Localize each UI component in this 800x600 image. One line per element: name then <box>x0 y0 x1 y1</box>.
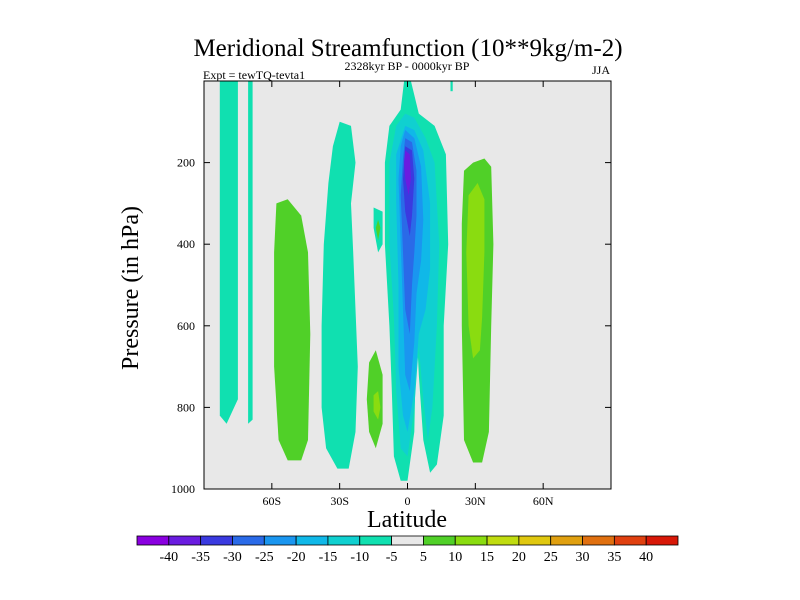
colorbar-swatch <box>550 535 583 546</box>
colorbar-label: -5 <box>386 550 398 565</box>
colorbar-label: -30 <box>223 550 242 565</box>
y-tick-label: 600 <box>177 319 195 333</box>
contour-region-0 <box>219 81 238 424</box>
axis-ticks: 60S 30S 0 30N 60N 200 400 600 800 1000 <box>171 81 611 508</box>
colorbar-label: -35 <box>191 550 210 565</box>
colorbar-swatch <box>582 535 615 546</box>
colorbar-label: 25 <box>544 550 558 565</box>
contour-region-12 <box>404 150 411 196</box>
x-tick-label: 60S <box>262 494 281 508</box>
colorbar-swatch <box>391 535 424 546</box>
colorbar-swatch <box>136 535 170 546</box>
colorbar-label: 10 <box>448 550 462 565</box>
experiment-label: Expt = tewTQ-tevta1 <box>203 68 305 82</box>
contour-region-3 <box>321 121 358 469</box>
colorbar-swatch <box>327 535 361 546</box>
colorbar-swatch <box>359 535 392 546</box>
colorbar-label: 40 <box>639 550 653 565</box>
y-tick-label: 400 <box>177 237 195 251</box>
colorbar-label: 30 <box>576 550 590 565</box>
season-label: JJA <box>592 63 610 77</box>
contour-region-15 <box>450 81 453 92</box>
colorbar-label: 35 <box>607 550 621 565</box>
contour-region-14 <box>373 391 381 420</box>
y-tick-label: 800 <box>177 400 195 414</box>
colorbar-label: -10 <box>350 550 369 565</box>
x-tick-label: 30S <box>330 494 349 508</box>
time-range-label: 2328kyr BP - 0000kyr BP <box>345 59 470 73</box>
colorbar-label: -25 <box>255 550 274 565</box>
colorbar-swatch <box>168 535 202 546</box>
colorbar-swatch <box>423 535 456 546</box>
colorbar-swatch <box>200 535 233 546</box>
x-axis-label: Latitude <box>367 507 447 533</box>
y-tick-label: 200 <box>177 156 195 170</box>
contour-region-5 <box>375 219 381 241</box>
colorbar-swatch <box>263 535 297 546</box>
colorbar-swatch <box>232 535 265 546</box>
colorbar-label: 5 <box>420 550 427 565</box>
colorbar: -40 -35 -30 -25 -20 -15 -10 -5 5 10 15 20 25 30 35 40 <box>136 535 679 565</box>
x-tick-label: 30N <box>465 494 486 508</box>
y-tick-label: 1000 <box>171 482 195 496</box>
colorbar-swatch <box>518 535 552 546</box>
colorbar-label: 20 <box>512 550 526 565</box>
contour-regions <box>219 81 494 481</box>
colorbar-label: -20 <box>287 550 306 565</box>
x-tick-label: 60N <box>533 494 554 508</box>
colorbar-swatch <box>486 535 520 546</box>
chart-title: Meridional Streamfunction (10**9kg/m-2) <box>193 35 622 62</box>
colorbar-label: 15 <box>480 550 494 565</box>
colorbar-swatch <box>454 535 488 546</box>
y-axis-label: Pressure (in hPa) <box>118 206 144 370</box>
contour-region-17 <box>466 183 485 359</box>
colorbar-swatch <box>645 535 679 546</box>
colorbar-label: -40 <box>159 550 178 565</box>
colorbar-label: -15 <box>319 550 338 565</box>
colorbar-swatch <box>295 535 329 546</box>
colorbar-swatch <box>613 535 647 546</box>
x-tick-label: 0 <box>405 494 411 508</box>
contour-region-1 <box>248 81 253 424</box>
contour-region-2 <box>274 199 311 461</box>
